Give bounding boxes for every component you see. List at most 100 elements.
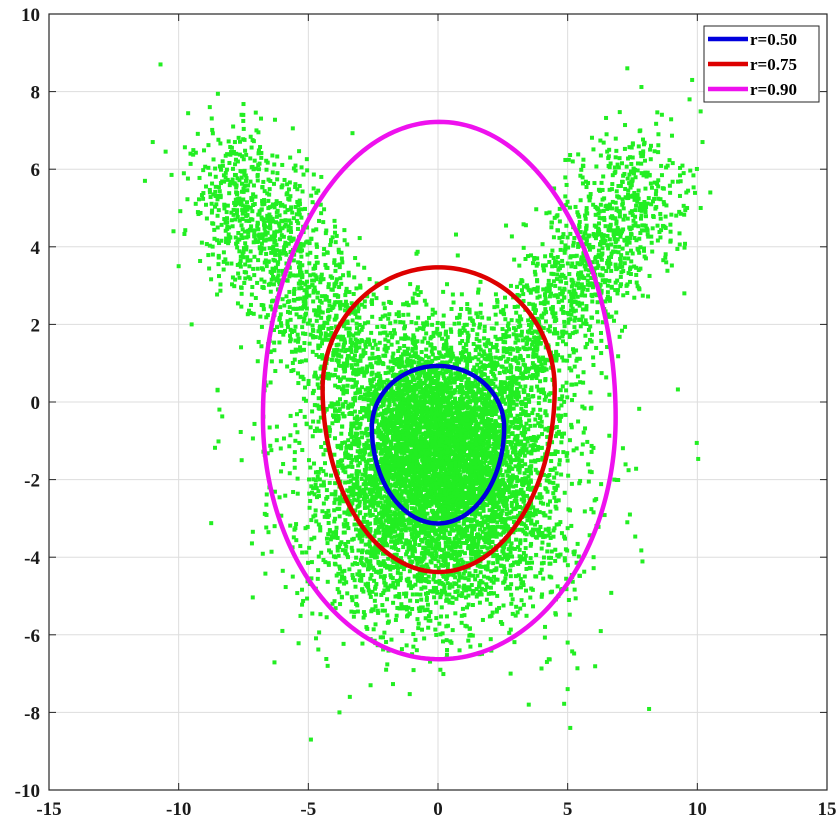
scatter-point (313, 470, 318, 475)
scatter-point (466, 638, 471, 643)
scatter-point (479, 463, 484, 468)
scatter-point (457, 329, 462, 334)
scatter-point (437, 433, 442, 438)
scatter-point (413, 427, 418, 432)
scatter-point (572, 552, 577, 557)
scatter-point (514, 402, 519, 407)
scatter-point (420, 539, 425, 544)
scatter-point (417, 454, 422, 459)
scatter-point (506, 547, 511, 552)
scatter-point (509, 479, 514, 484)
scatter-point (450, 540, 455, 545)
scatter-point (570, 649, 575, 654)
scatter-point (448, 582, 453, 587)
scatter-point (399, 393, 404, 398)
scatter-point (392, 357, 397, 362)
scatter-point (521, 450, 526, 455)
scatter-point (326, 508, 331, 513)
scatter-point (440, 366, 445, 371)
scatter-point (450, 600, 455, 605)
scatter-point (576, 554, 581, 559)
scatter-point (403, 482, 408, 487)
scatter-point (470, 327, 475, 332)
scatter-point (344, 580, 349, 585)
scatter-point (494, 459, 499, 464)
scatter-point (338, 602, 343, 607)
scatter-point (453, 575, 458, 580)
scatter-point (459, 450, 464, 455)
scatter-point (313, 482, 318, 487)
scatter-point (451, 401, 456, 406)
scatter-point (511, 406, 516, 411)
scatter-point (470, 523, 475, 528)
scatter-point (457, 549, 462, 554)
scatter-point (458, 382, 463, 387)
scatter-point (406, 336, 411, 341)
scatter-point (469, 478, 474, 483)
scatter-point (458, 472, 463, 477)
scatter-point (514, 502, 519, 507)
scatter-point (432, 447, 437, 452)
scatter-point (445, 573, 450, 578)
scatter-point (318, 528, 323, 533)
scatter-point (373, 530, 378, 535)
scatter-point (250, 595, 255, 600)
scatter-point (469, 421, 474, 426)
scatter-point (295, 476, 300, 481)
scatter-point (403, 324, 408, 329)
scatter-point (575, 374, 580, 379)
scatter-point (316, 522, 321, 527)
scatter-point (487, 420, 492, 425)
scatter-point (514, 475, 519, 480)
scatter-point (513, 528, 518, 533)
scatter-point (424, 505, 429, 510)
scatter-point (440, 396, 445, 401)
scatter-point (498, 517, 503, 522)
scatter-point (310, 490, 315, 495)
scatter-point (358, 409, 363, 414)
scatter-point (409, 500, 414, 505)
scatter-point (480, 515, 485, 520)
scatter-point (425, 371, 430, 376)
scatter-point (467, 353, 472, 358)
scatter-point (471, 573, 476, 578)
scatter-point (367, 481, 372, 486)
scatter-point (334, 525, 339, 530)
scatter-point (408, 405, 413, 410)
scatter-point (448, 380, 453, 385)
scatter-point (364, 550, 369, 555)
scatter-point (511, 515, 516, 520)
scatter-point (427, 470, 432, 475)
scatter-point (394, 390, 399, 395)
scatter-point (426, 315, 431, 320)
scatter-point (417, 429, 422, 434)
scatter-point (589, 449, 594, 454)
scatter-point (694, 440, 699, 445)
scatter-point (428, 382, 433, 387)
scatter-point (510, 357, 515, 362)
scatter-point (455, 414, 460, 419)
scatter-point (462, 436, 467, 441)
scatter-point (352, 522, 357, 527)
scatter-point (372, 419, 377, 424)
scatter-point (336, 553, 341, 558)
scatter-point (452, 581, 457, 586)
scatter-point (386, 427, 391, 432)
scatter-point (519, 554, 524, 559)
scatter-point (528, 470, 533, 475)
scatter-point (483, 587, 488, 592)
scatter-point (532, 448, 537, 453)
scatter-point (402, 400, 407, 405)
scatter-point (565, 526, 570, 531)
scatter-point (539, 561, 544, 566)
scatter-point (454, 403, 459, 408)
scatter-point (352, 497, 357, 502)
scatter-point (522, 453, 527, 458)
scatter-point (396, 348, 401, 353)
scatter-point (467, 310, 472, 315)
scatter-point (523, 524, 528, 529)
scatter-point (411, 300, 416, 305)
scatter-point (397, 455, 402, 460)
scatter-point (459, 378, 464, 383)
scatter-point (405, 346, 410, 351)
